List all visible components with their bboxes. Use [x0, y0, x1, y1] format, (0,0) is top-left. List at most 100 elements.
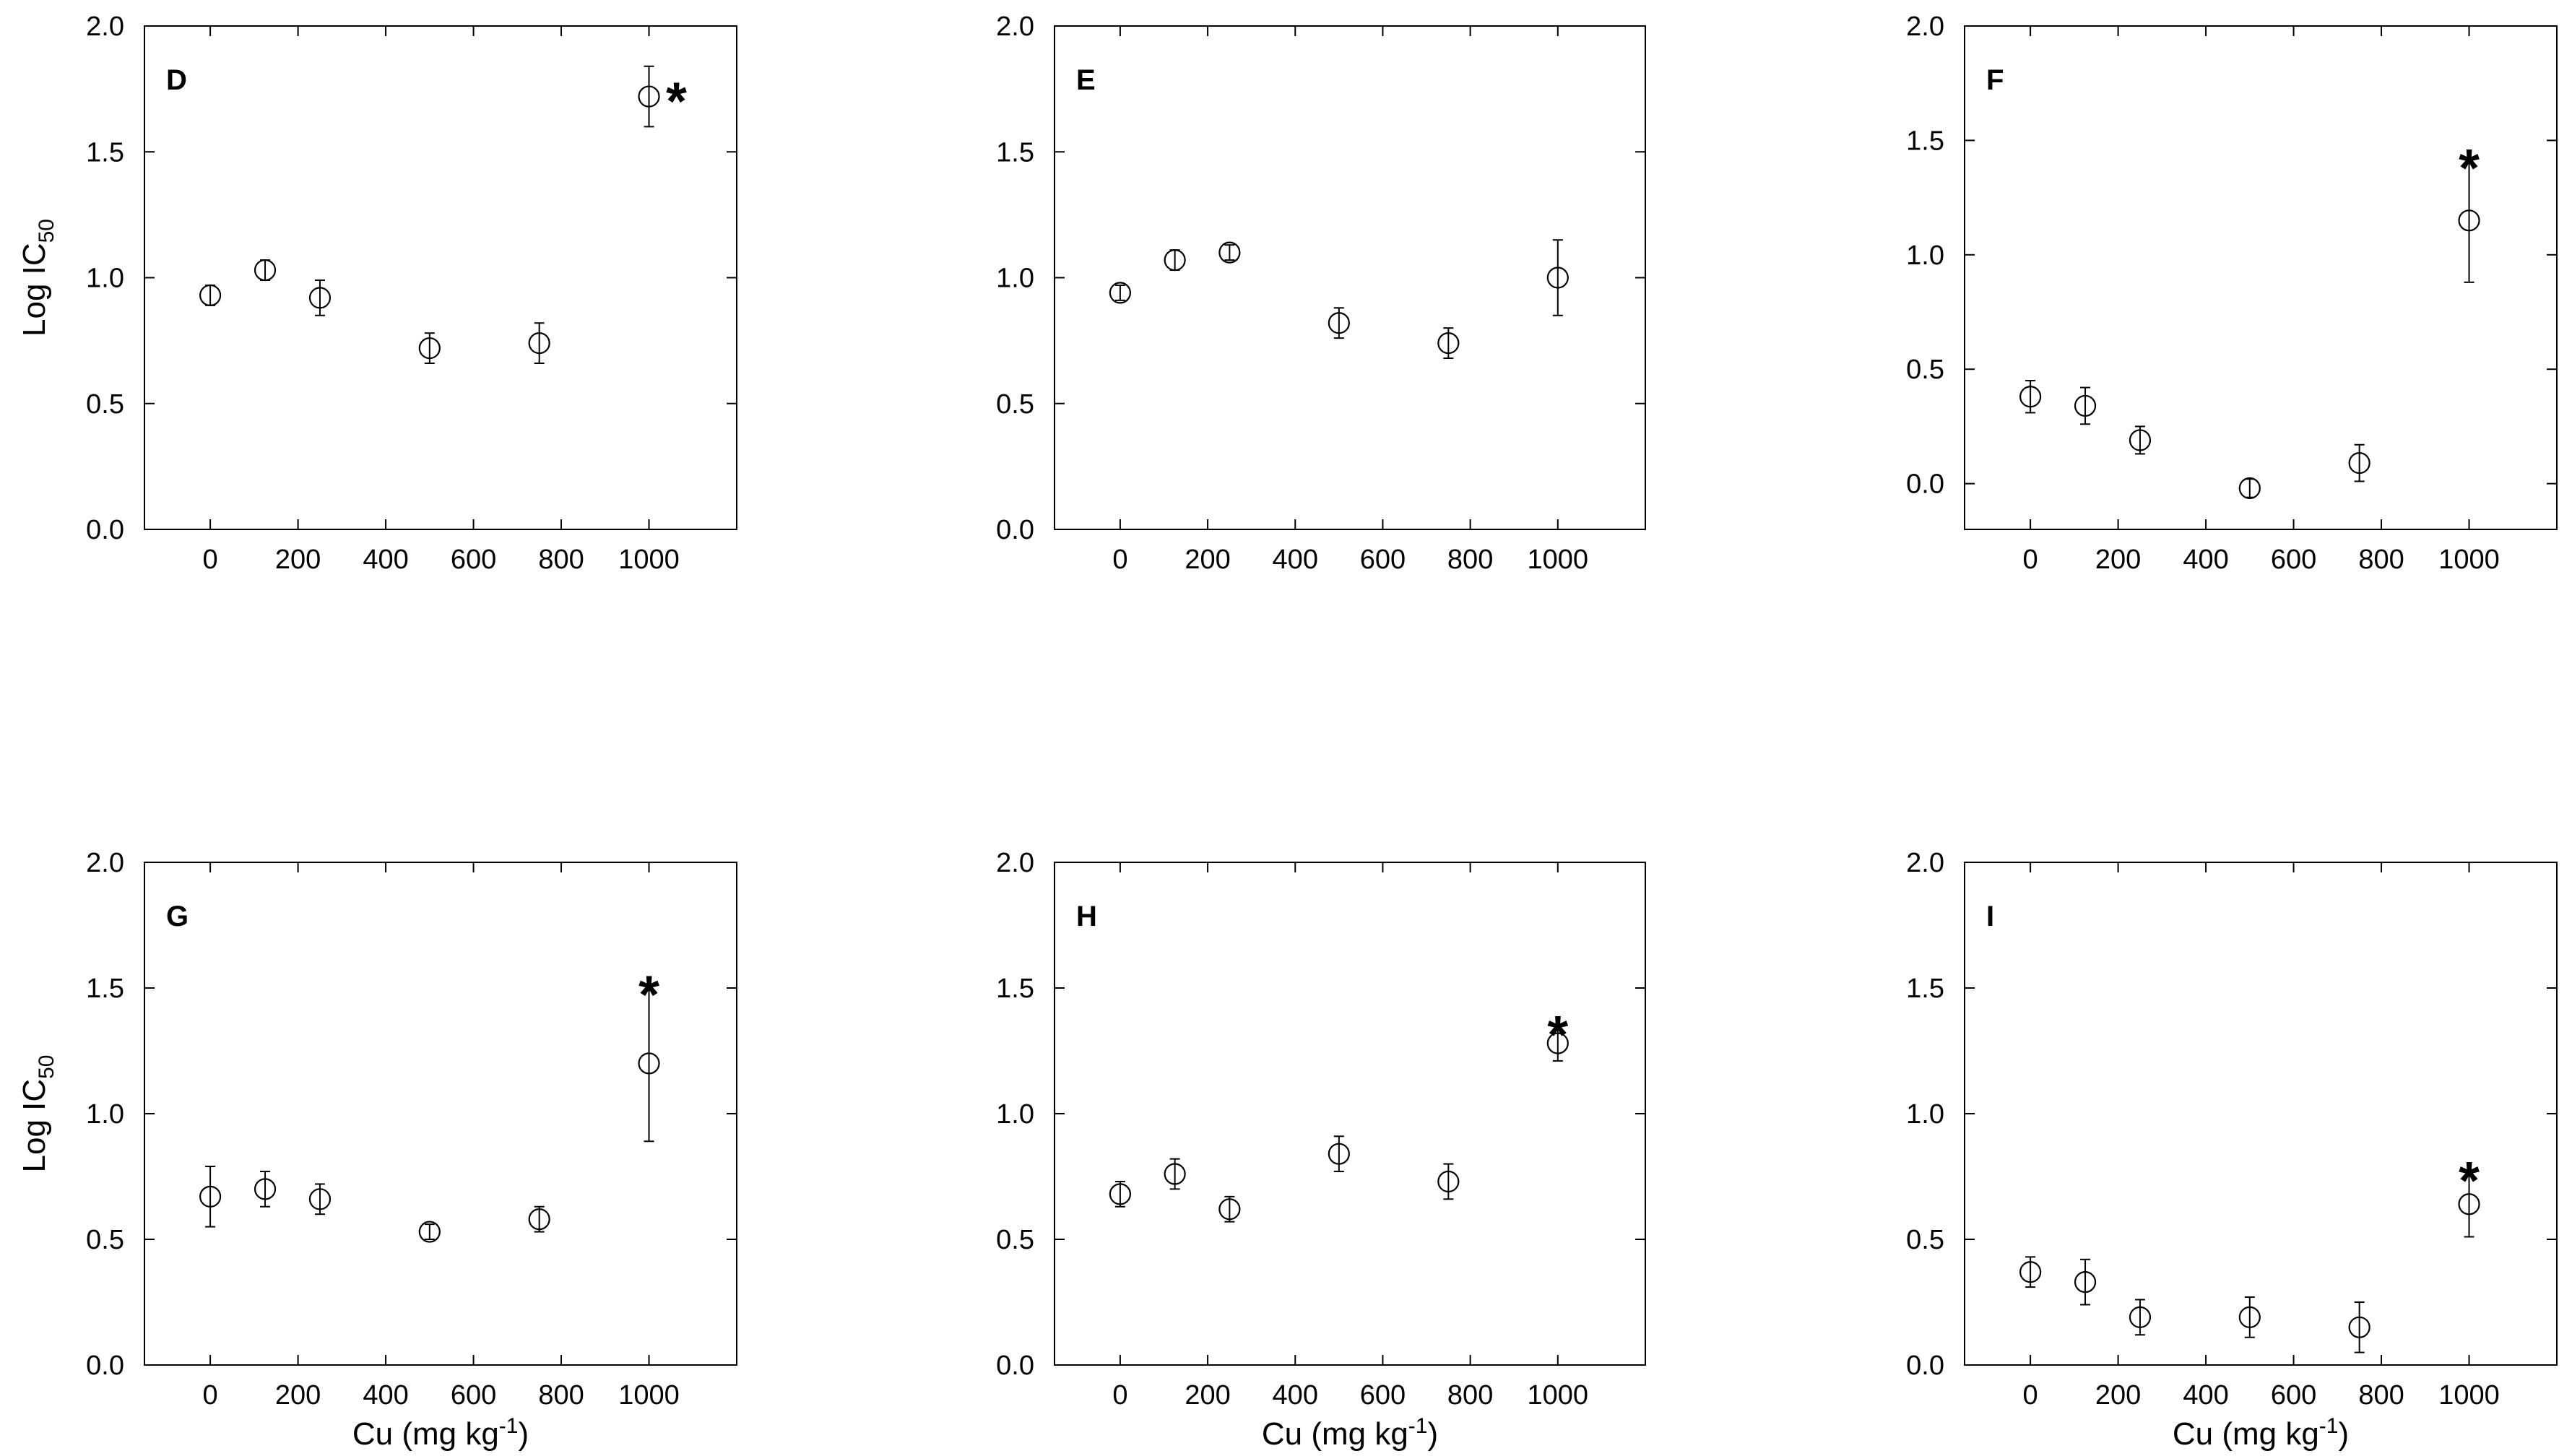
significance-marker: * [638, 965, 659, 1025]
x-tick-label: 1000 [1528, 545, 1589, 575]
y-tick-label: 2.0 [86, 12, 124, 42]
x-axis-title-close: ) [518, 1416, 529, 1452]
y-tick-label: 2.0 [996, 12, 1034, 42]
data-point [1164, 249, 1186, 272]
data-point [2019, 1261, 2042, 1283]
data-point [254, 1178, 277, 1200]
plot-frame [1964, 25, 2558, 530]
x-tick-label: 0 [203, 545, 218, 575]
data-point [1437, 1170, 1460, 1193]
x-tick-label: 1000 [618, 545, 680, 575]
y-tick-label: 0.0 [996, 1351, 1034, 1381]
data-point [1164, 1163, 1186, 1185]
y-tick-label: 0.0 [86, 515, 124, 545]
x-tick-label: 600 [2271, 1380, 2316, 1410]
chart-panel-H: 0.0 0.5 1.0 1.5 2.0 0 200 400 600 800 1000 H * Cu (mg… [996, 848, 1646, 1452]
data-point [308, 287, 332, 309]
x-tick-label: 1000 [618, 1380, 680, 1410]
y-tick-label: 1.0 [1906, 240, 1944, 271]
y-tick-label: 1.0 [86, 1099, 124, 1130]
plot-frame [1964, 862, 2558, 1366]
y-tick-label: 2.0 [1906, 12, 1944, 42]
x-tick-label: 200 [1185, 1380, 1230, 1410]
y-tick-label: 1.5 [1906, 974, 1944, 1004]
x-tick-label: 200 [275, 1380, 321, 1410]
x-tick-label: 200 [2095, 545, 2141, 575]
data-point [1328, 312, 1350, 334]
y-tick-label: 1.5 [996, 137, 1034, 168]
x-axis-title-main: Cu (mg kg [2173, 1416, 2319, 1452]
chart-panel-D: 0.0 0.5 1.0 1.5 2.0 0 200 400 600 800 1000 D * Log IC… [17, 12, 737, 575]
data-point [418, 337, 441, 360]
x-tick-label: 400 [363, 545, 408, 575]
plot-frame [1054, 862, 1646, 1366]
x-axis-title: Cu (mg kg-1) [1262, 1414, 1438, 1452]
y-tick-label: 0.5 [1906, 355, 1944, 385]
data-point [2129, 1306, 2152, 1328]
y-tick-label: 0.0 [86, 1351, 124, 1381]
x-axis-title: Cu (mg kg-1) [352, 1414, 529, 1452]
data-point [528, 332, 550, 355]
data-point [199, 1185, 222, 1208]
y-tick-label: 2.0 [996, 848, 1034, 878]
x-tick-label: 600 [2271, 545, 2316, 575]
data-point [2458, 1193, 2480, 1216]
y-tick-label: 2.0 [1906, 848, 1944, 878]
x-tick-label: 400 [363, 1380, 408, 1410]
y-tick-label: 1.5 [996, 974, 1034, 1004]
y-tick-label: 0.5 [996, 389, 1034, 420]
chart-panel-F: 0.0 0.5 1.0 1.5 2.0 0 200 400 600 800 1000 F * [1906, 12, 2558, 575]
x-tick-label: 400 [2183, 545, 2228, 575]
x-tick-label: 0 [2023, 545, 2038, 575]
panel-label: D [166, 64, 187, 96]
x-tick-label: 600 [451, 545, 496, 575]
x-axis-title-main: Cu (mg kg [1262, 1416, 1408, 1452]
x-axis-title: Cu (mg kg-1) [2173, 1414, 2349, 1452]
data-point [2348, 452, 2370, 474]
data-point [2074, 1271, 2097, 1294]
y-axis-title-subscript: 50 [35, 1054, 59, 1078]
x-tick-label: 200 [2095, 1380, 2141, 1410]
y-tick-label: 0.5 [1906, 1225, 1944, 1255]
data-point [1218, 1198, 1241, 1221]
x-tick-label: 400 [2183, 1380, 2228, 1410]
data-point [1328, 1143, 1350, 1165]
x-axis-title-main: Cu (mg kg [352, 1416, 499, 1452]
data-point [2074, 394, 2097, 417]
data-point [1109, 1183, 1131, 1205]
chart-panel-I: 0.0 0.5 1.0 1.5 2.0 0 200 400 600 800 1000 I * Cu (mg… [1906, 848, 2558, 1452]
x-tick-label: 0 [203, 1380, 218, 1410]
y-tick-label: 1.5 [86, 974, 124, 1004]
x-tick-label: 800 [1447, 545, 1493, 575]
data-point [1437, 332, 1460, 355]
data-point [2238, 477, 2261, 500]
y-axis-title-subscript: 50 [35, 219, 59, 243]
data-point [2238, 1306, 2261, 1328]
y-tick-label: 1.0 [86, 264, 124, 294]
data-point [1546, 266, 1569, 289]
y-tick-label: 1.0 [996, 1099, 1034, 1130]
x-tick-label: 200 [1185, 545, 1230, 575]
y-tick-label: 0.0 [1906, 469, 1944, 500]
x-tick-label: 800 [2358, 1380, 2404, 1410]
x-tick-label: 0 [1112, 545, 1127, 575]
y-axis-title-main: Log IC [17, 243, 52, 337]
data-point [2019, 386, 2042, 408]
data-point [2348, 1316, 2370, 1338]
y-tick-label: 1.5 [1906, 126, 1944, 156]
x-tick-label: 800 [1447, 1380, 1493, 1410]
significance-marker: * [666, 72, 687, 131]
y-tick-label: 0.0 [996, 515, 1034, 545]
y-axis-title: Log IC50 [17, 1054, 59, 1172]
x-tick-label: 600 [1360, 1380, 1406, 1410]
x-axis-title-superscript: -1 [499, 1414, 519, 1438]
x-tick-label: 800 [538, 1380, 584, 1410]
y-tick-label: 0.5 [86, 1225, 124, 1255]
x-tick-label: 400 [1273, 1380, 1318, 1410]
x-axis-title-superscript: -1 [2319, 1414, 2339, 1438]
significance-marker: * [2459, 138, 2480, 198]
y-tick-label: 0.5 [996, 1225, 1034, 1255]
x-tick-label: 1000 [1528, 1380, 1589, 1410]
x-axis-title-close: ) [2338, 1416, 2349, 1452]
